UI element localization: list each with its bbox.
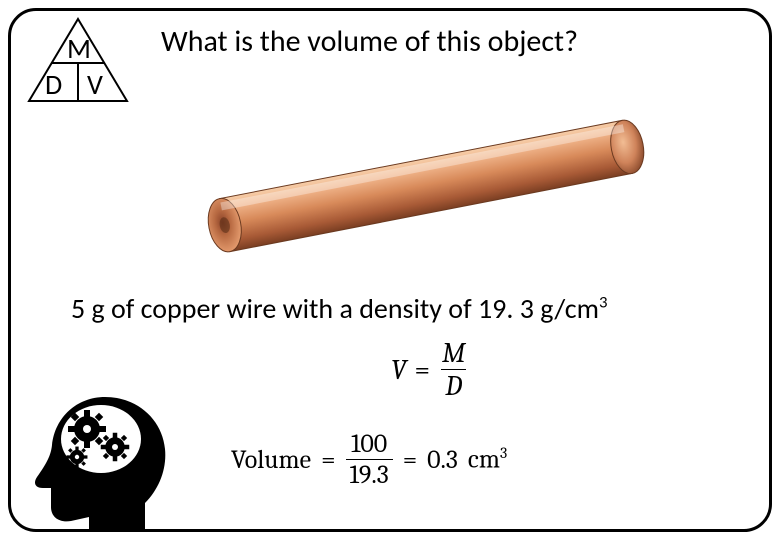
formula-fraction: M D [438,339,469,400]
given-prefix: 5 g of copper wire with a density of 19.… [71,291,599,326]
formula-lhs: V [391,354,406,386]
numeric-fraction: 100 19.3 [346,431,393,488]
question-text: What is the volume of this object? [161,23,739,60]
numeric-denominator: 19.3 [346,459,393,488]
triangle-top-label: M [67,31,91,66]
result-value: 0.3 [427,445,458,475]
formula-symbolic: V = M D [391,339,469,400]
thinking-head-gears-icon [17,385,197,532]
equals-sign-2: = [403,445,417,475]
equals-sign: = [414,354,430,386]
formula-numeric: Volume = 100 19.3 = 0.3 cm3 [231,431,507,488]
density-triangle: M D V [23,15,133,105]
triangle-bottom-left-label: D [45,67,62,102]
copper-wire-illustration [181,111,671,261]
triangle-bottom-right-label: V [87,67,103,102]
numeric-numerator: 100 [347,431,391,459]
flashcard-frame: M D V What is the volume of this object? [8,8,772,532]
volume-label: Volume [231,445,311,475]
formula-denominator: D [441,369,466,400]
given-exponent: 3 [599,292,608,313]
result-unit: cm3 [468,444,507,475]
given-text: 5 g of copper wire with a density of 19.… [71,291,729,326]
equals-sign-1: = [321,445,335,475]
formula-numerator: M [438,339,469,369]
